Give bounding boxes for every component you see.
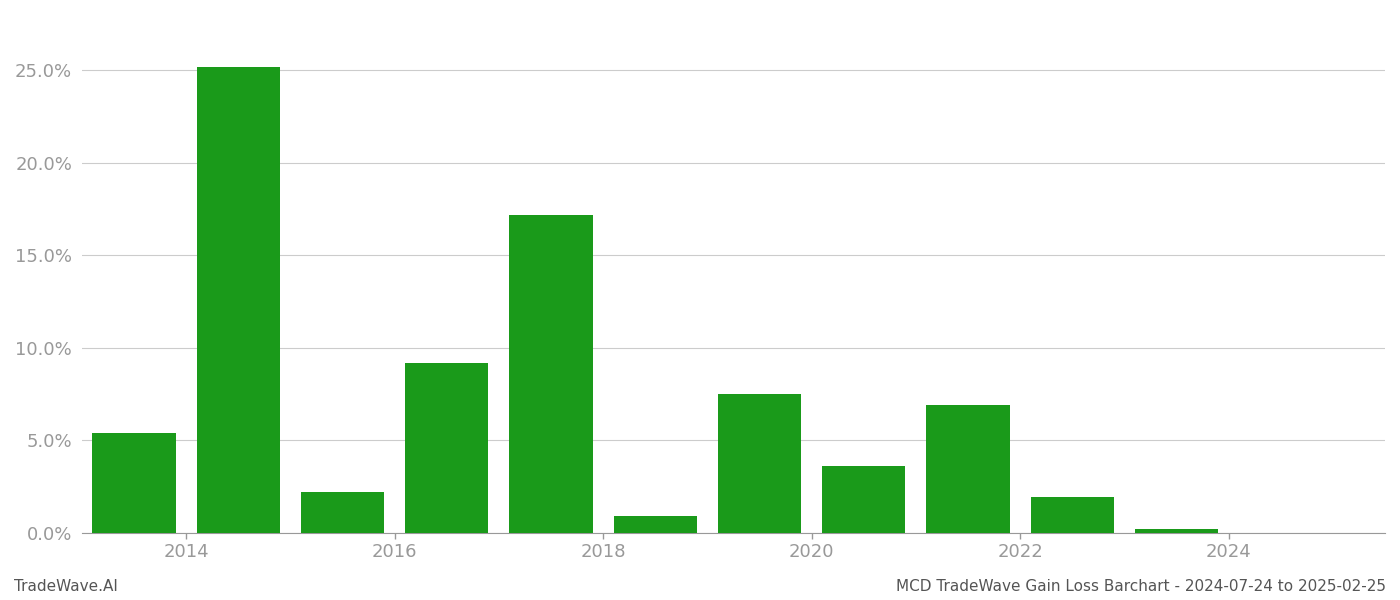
Bar <box>613 516 697 533</box>
Bar <box>405 362 489 533</box>
Bar <box>822 466 906 533</box>
Bar <box>196 67 280 533</box>
Bar <box>927 405 1009 533</box>
Bar <box>1135 529 1218 533</box>
Text: TradeWave.AI: TradeWave.AI <box>14 579 118 594</box>
Bar <box>510 215 592 533</box>
Bar <box>1030 497 1114 533</box>
Bar <box>301 492 384 533</box>
Text: MCD TradeWave Gain Loss Barchart - 2024-07-24 to 2025-02-25: MCD TradeWave Gain Loss Barchart - 2024-… <box>896 579 1386 594</box>
Bar <box>718 394 801 533</box>
Bar <box>92 433 175 533</box>
